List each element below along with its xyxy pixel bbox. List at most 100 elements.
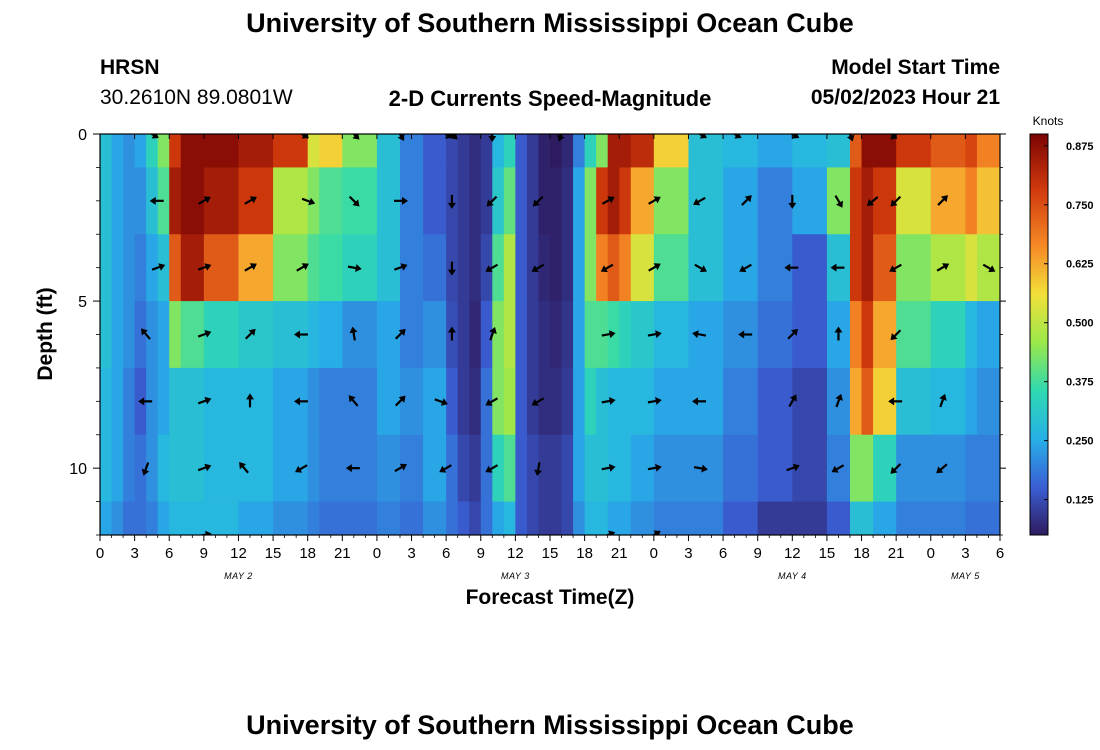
heatmap-cell [273,167,309,235]
heatmap-cell [630,134,655,169]
heatmap-cell [469,367,482,436]
heatmap-cell [307,434,320,503]
heatmap-cell [503,434,516,503]
heatmap-cell [873,434,897,503]
heatmap-cell [723,434,759,503]
current-vector-arrow [531,397,545,406]
heatmap-cell [861,434,874,503]
current-vector-arrow [788,394,797,408]
current-vector-arrow [489,326,497,341]
heatmap-cell [723,501,759,535]
heatmap-cell [850,234,863,302]
date-label: MAY 2 [224,571,253,581]
current-vector-arrow [692,397,706,406]
heatmap-cell [573,134,586,169]
current-vector-arrow [347,264,362,272]
current-vector-arrow [601,330,616,339]
heatmap-cell [342,501,378,535]
heatmap-cell [792,434,828,503]
heatmap-cell [538,134,551,169]
heatmap-cell [976,367,1000,436]
heatmap-cell [111,234,124,302]
current-vector-arrow [348,195,360,207]
heatmap-cell [896,234,932,302]
heatmap-cell [538,367,551,436]
heatmap-cell [515,501,528,535]
current-vector-arrow [888,397,903,406]
heatmap-cell [400,167,424,235]
heatmap-cell [723,167,759,235]
current-vector-arrow [485,464,499,473]
current-vector-arrow [728,134,742,139]
heatmap-cell [146,501,159,535]
heatmap-cell [561,501,574,535]
current-vector-arrow [239,462,249,474]
heatmap-cell [619,301,632,369]
heatmap-cell [111,301,124,369]
colorbar-scale [1029,133,1049,536]
y-tick-label: 10 [69,461,87,478]
current-vector-arrow [890,463,902,474]
heatmap-cell [930,234,966,302]
heatmap-cell [376,501,401,535]
heatmap-cell [619,234,632,302]
x-tick-label: 3 [684,545,692,562]
heatmap-cell [550,367,563,436]
heatmap-cell [873,367,897,436]
heatmap-cell [457,301,470,369]
heatmap-cell [619,367,632,436]
heatmap-cell [134,434,147,503]
current-vector-arrow [349,326,358,341]
current-vector-arrow [784,263,799,272]
current-vector-arrow [601,463,616,472]
heatmap-cell [469,234,482,302]
heatmap-cell [100,134,113,169]
current-vector-arrow [447,261,456,276]
heatmap-cell [111,367,124,436]
current-vector-arrow [293,330,308,339]
x-tick-label: 9 [200,545,208,562]
current-vector-arrow [866,196,879,206]
current-vector-arrow [889,263,902,273]
heatmap-cell [573,167,586,235]
current-vector-arrow [485,263,499,273]
heatmap-cell [584,501,597,535]
heatmap-cell [492,167,505,235]
heatmap-cell [423,434,447,503]
heatmap-cell [457,234,470,302]
heatmap-cell [134,501,147,535]
heatmap-cell [653,167,690,235]
heatmap-cell [850,167,863,235]
heatmap-cell [400,134,424,169]
x-tick-label: 21 [334,545,351,562]
heatmap-cell [376,434,401,503]
x-tick-label: 6 [719,545,727,562]
heatmap-cell [123,134,136,169]
heatmap-cell [307,367,320,436]
heatmap-cell [446,134,459,169]
current-vector-arrow [890,329,902,341]
heatmap-cell [469,301,482,369]
heatmap-cell [965,434,978,503]
heatmap-cell [688,301,724,369]
heatmap-cell [526,367,540,436]
current-vector-arrow [741,195,752,206]
heatmap-cell [861,167,874,235]
heatmap-cell [480,367,493,436]
current-vector-arrow [394,395,406,407]
heatmap-cell [561,434,574,503]
heatmap-cell [169,167,182,235]
heatmap-cell [792,134,828,169]
heatmap-cell [965,367,978,436]
heatmap-cell [111,167,124,235]
colorbar-tick-label: 0.750 [1066,200,1094,212]
heatmap-cell [515,167,528,235]
heatmap-cell [965,301,978,369]
x-tick-label: 15 [819,545,836,562]
model-start-value: 05/02/2023 Hour 21 [810,86,1000,109]
heatmap-cell [550,134,563,169]
model-start-label: Model Start Time [831,56,1000,79]
heatmap-cell [492,134,505,169]
current-vector-arrow [485,397,499,406]
heatmap-cell [446,501,459,535]
